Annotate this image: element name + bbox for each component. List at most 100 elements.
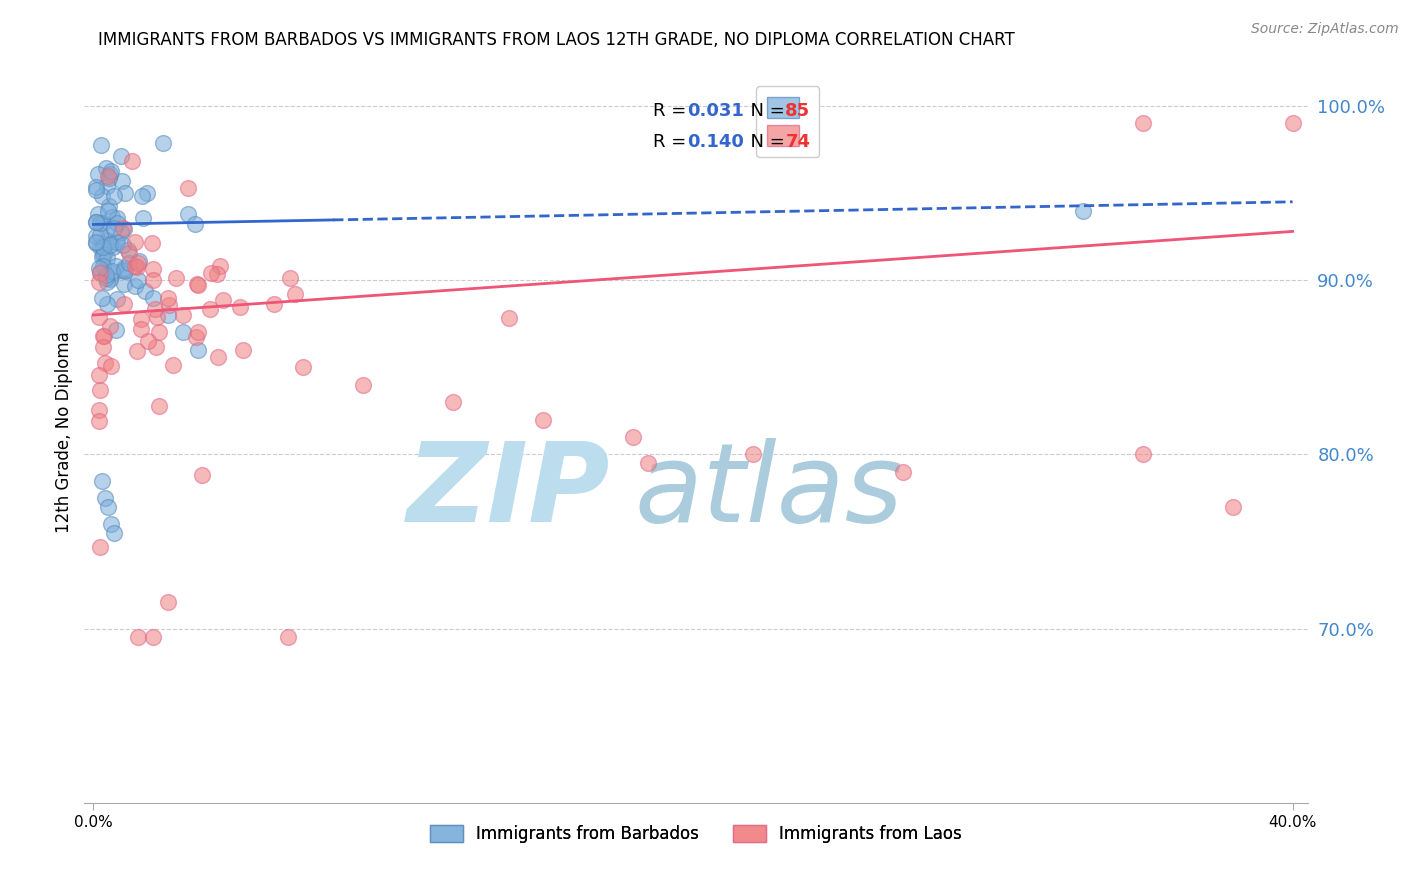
Point: [187, 343, 209, 357]
Point: [96, 251, 118, 265]
Point: [229, 300, 252, 314]
Point: [89, 402, 111, 417]
Point: [292, 360, 315, 375]
Point: [105, 211, 128, 225]
Point: [184, 218, 207, 232]
Point: [152, 136, 174, 150]
Point: [86, 215, 108, 229]
Point: [114, 186, 136, 200]
Point: [90, 188, 112, 202]
Point: [91, 259, 114, 273]
Point: [104, 235, 127, 250]
Point: [184, 330, 207, 344]
Point: [1132, 447, 1154, 461]
Point: [100, 238, 122, 252]
Point: [131, 189, 153, 203]
Point: [127, 630, 149, 644]
Point: [1132, 116, 1154, 130]
Point: [93, 240, 115, 254]
Point: [101, 240, 124, 254]
Point: [277, 630, 299, 644]
Point: [118, 245, 141, 260]
Point: [105, 260, 128, 274]
Point: [148, 400, 170, 414]
Point: [128, 253, 150, 268]
Point: [232, 343, 254, 357]
Point: [91, 216, 114, 230]
Legend: Immigrants from Barbados, Immigrants from Laos: Immigrants from Barbados, Immigrants fro…: [423, 819, 969, 850]
Point: [94, 491, 117, 505]
Point: [112, 222, 135, 236]
Point: [86, 183, 108, 197]
Point: [96, 276, 118, 290]
Point: [94, 161, 117, 175]
Point: [131, 322, 153, 336]
Point: [97, 500, 120, 514]
Point: [93, 246, 115, 260]
Point: [96, 222, 118, 236]
Point: [284, 286, 307, 301]
Point: [96, 297, 118, 311]
Point: [98, 171, 121, 186]
Point: [177, 181, 200, 195]
Point: [142, 261, 165, 276]
Point: [91, 250, 114, 264]
Point: [101, 264, 124, 278]
Point: [96, 233, 118, 247]
Point: [165, 270, 187, 285]
Point: [125, 260, 148, 274]
Point: [112, 238, 135, 252]
Point: [87, 207, 110, 221]
Point: [129, 311, 152, 326]
Point: [112, 262, 135, 277]
Text: 0.140: 0.140: [688, 133, 744, 151]
Text: atlas: atlas: [636, 438, 904, 545]
Point: [125, 344, 148, 359]
Point: [86, 236, 108, 251]
Point: [124, 259, 146, 273]
Point: [114, 264, 136, 278]
Point: [89, 275, 111, 289]
Point: [86, 215, 108, 229]
Text: N =: N =: [738, 102, 790, 120]
Text: Source: ZipAtlas.com: Source: ZipAtlas.com: [1251, 22, 1399, 37]
Text: 0.031: 0.031: [688, 102, 744, 120]
Point: [117, 243, 139, 257]
Point: [100, 210, 122, 224]
Point: [97, 203, 120, 218]
Point: [162, 358, 184, 372]
Point: [187, 326, 209, 340]
Text: R =: R =: [654, 102, 692, 120]
Point: [103, 221, 125, 235]
Text: 85: 85: [786, 102, 810, 120]
Point: [89, 310, 111, 325]
Point: [91, 474, 114, 488]
Point: [97, 169, 120, 183]
Point: [93, 248, 115, 262]
Point: [177, 207, 200, 221]
Point: [86, 235, 108, 250]
Point: [172, 308, 194, 322]
Point: [211, 293, 233, 307]
Point: [157, 291, 180, 305]
Point: [98, 272, 121, 286]
Point: [98, 167, 121, 181]
Point: [891, 465, 914, 479]
Point: [146, 310, 169, 324]
Point: [87, 167, 110, 181]
Point: [205, 267, 228, 281]
Point: [89, 227, 111, 242]
Point: [87, 260, 110, 275]
Point: [742, 447, 765, 461]
Text: ZIP: ZIP: [406, 438, 610, 545]
Point: [96, 270, 118, 285]
Point: [207, 350, 229, 364]
Point: [531, 412, 554, 426]
Point: [107, 292, 129, 306]
Point: [157, 595, 180, 609]
Point: [263, 296, 285, 310]
Point: [103, 188, 125, 202]
Point: [111, 174, 134, 188]
Point: [136, 186, 159, 200]
Point: [96, 268, 118, 283]
